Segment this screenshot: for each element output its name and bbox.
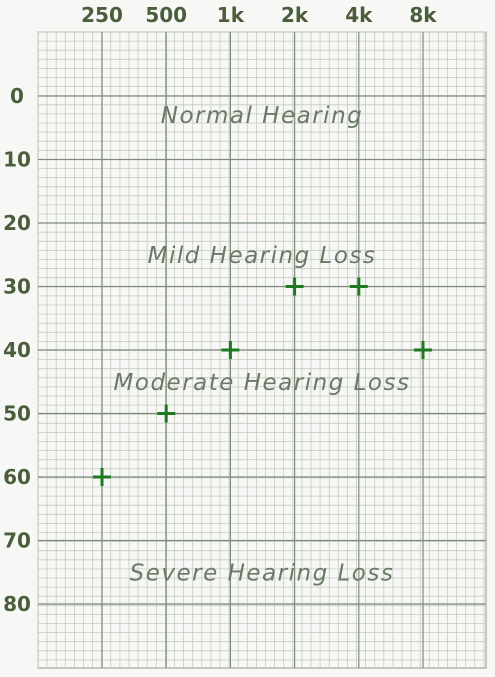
data-point-marker: [349, 277, 368, 296]
y-tick-label: 20: [3, 211, 31, 235]
region-label: Severe Hearing Loss: [130, 560, 395, 586]
y-tick-label: 70: [3, 529, 31, 553]
data-point-marker: [414, 341, 432, 359]
region-label: Normal Hearing: [161, 103, 364, 129]
region-label: Mild Hearing Loss: [148, 243, 377, 269]
y-tick-label: 30: [3, 275, 31, 299]
region-label: Moderate Hearing Loss: [114, 370, 411, 396]
data-points: [93, 277, 432, 486]
x-tick-label: 4k: [345, 3, 373, 27]
y-tick-label: 40: [3, 338, 31, 362]
x-tick-label: 250: [81, 3, 123, 27]
region-labels: Normal Hearing Mild Hearing Loss Moderate …: [114, 103, 411, 586]
x-tick-label: 2k: [281, 3, 309, 27]
data-point-marker: [157, 404, 176, 423]
y-tick-label: 80: [3, 592, 31, 616]
x-tick-label: 500: [145, 3, 187, 27]
y-tick-label: 0: [10, 84, 24, 108]
x-tick-labels: 250 500 1k 2k 4k 8k: [81, 3, 437, 27]
x-tick-label: 8k: [409, 3, 437, 27]
x-tick-label: 1k: [217, 3, 245, 27]
data-point-marker: [285, 277, 304, 296]
y-tick-label: 60: [3, 465, 31, 489]
grid: [37, 31, 487, 669]
y-tick-labels: 0 10 20 30 40 50 60 70 80: [3, 84, 31, 616]
data-point-marker: [221, 341, 240, 359]
y-tick-label: 50: [3, 402, 31, 426]
data-point-marker: [93, 468, 111, 486]
y-tick-label: 10: [3, 148, 31, 172]
